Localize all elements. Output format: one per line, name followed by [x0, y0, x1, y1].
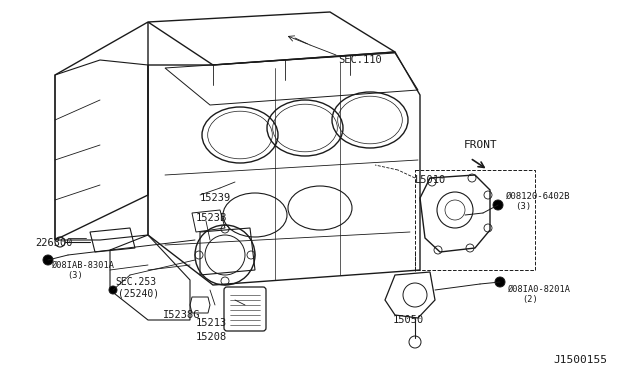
Text: 1523B: 1523B	[196, 213, 227, 223]
Circle shape	[495, 277, 505, 287]
Text: Ø08IAB-8301A: Ø08IAB-8301A	[52, 261, 115, 270]
Text: 15050: 15050	[393, 315, 424, 325]
Text: (2): (2)	[522, 295, 538, 304]
Text: 15239: 15239	[200, 193, 231, 203]
Text: (25240): (25240)	[118, 288, 159, 298]
Text: Ø08120-6402B: Ø08120-6402B	[506, 192, 570, 201]
Circle shape	[109, 286, 117, 294]
Text: 226300: 226300	[35, 238, 72, 248]
Text: L5010: L5010	[415, 175, 446, 185]
Text: I5238G: I5238G	[163, 310, 200, 320]
Text: 15208: 15208	[196, 332, 227, 342]
Text: FRONT: FRONT	[464, 140, 498, 150]
Text: J1500155: J1500155	[553, 355, 607, 365]
Circle shape	[43, 255, 53, 265]
Text: (3): (3)	[67, 271, 83, 280]
Text: SEC.110: SEC.110	[338, 55, 381, 65]
Text: Ø08IA0-8201A: Ø08IA0-8201A	[508, 285, 571, 294]
Text: (3): (3)	[515, 202, 531, 211]
Text: 15213: 15213	[196, 318, 227, 328]
Circle shape	[493, 200, 503, 210]
Text: SEC.253: SEC.253	[115, 277, 156, 287]
